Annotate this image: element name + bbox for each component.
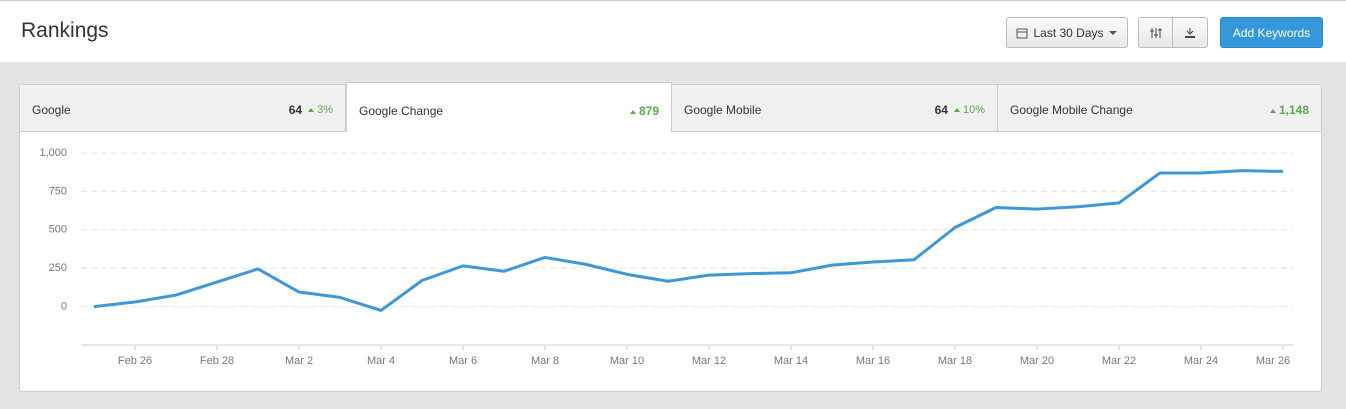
tab-label: Google <box>32 103 71 117</box>
x-tick-label: Mar 18 <box>938 355 972 367</box>
line-series <box>93 169 1284 312</box>
x-tick-label: Mar 20 <box>1020 355 1054 367</box>
date-range-button[interactable]: Last 30 Days <box>1006 17 1128 48</box>
tab[interactable]: Google Mobile Change 1,148 <box>998 85 1321 132</box>
settings-button[interactable] <box>1138 17 1173 48</box>
x-tick-label: Mar 8 <box>531 355 559 367</box>
y-tick-label: 750 <box>49 185 67 197</box>
header: Rankings Last 30 Days Add Keywords <box>0 0 1346 62</box>
y-tick-label: 0 <box>61 301 67 313</box>
tab[interactable]: Google 64 3% <box>20 85 346 132</box>
tab-change: 10% <box>962 104 985 116</box>
add-keywords-button[interactable]: Add Keywords <box>1220 17 1323 48</box>
x-tick-label: Mar 6 <box>449 355 477 367</box>
x-tick-label: Mar 24 <box>1184 355 1218 367</box>
x-tick-label: Mar 26 <box>1256 355 1290 367</box>
x-tick-label: Mar 10 <box>610 355 644 367</box>
tab-label: Google Mobile <box>684 103 762 117</box>
chart: 1,000 750 500 250 0 Feb 26 Feb 28 Mar 2 Mar 4 Mar… <box>39 147 1293 367</box>
x-tick-label: Mar 16 <box>856 355 890 367</box>
tab-change: 879 <box>638 104 659 118</box>
y-tick-label: 1,000 <box>39 147 67 159</box>
download-button[interactable] <box>1172 17 1208 48</box>
x-tick-label: Mar 22 <box>1102 355 1136 367</box>
caret <box>1108 30 1117 35</box>
page-title: Rankings <box>21 19 109 42</box>
y-tick-label: 500 <box>49 224 67 236</box>
sliders-icon <box>1149 27 1162 38</box>
download-icon <box>1185 27 1195 38</box>
tab-change: 1,148 <box>1278 103 1309 117</box>
x-tick-label: Mar 14 <box>774 355 808 367</box>
tab-label: Google Mobile Change <box>1010 103 1133 117</box>
y-tick-label: 250 <box>49 262 67 274</box>
rankings-card: Google 64 3% Google Change 879 Google Mob… <box>19 82 1322 392</box>
calendar-icon <box>1016 28 1028 38</box>
tab-label: Google Change <box>359 104 444 118</box>
tab[interactable]: Google Mobile 64 10% <box>672 85 998 132</box>
tab-value: 64 <box>288 103 303 117</box>
tab-value: 64 <box>934 103 948 117</box>
tab-active[interactable]: Google Change 879 <box>346 82 672 132</box>
tab-change: 3% <box>317 104 333 116</box>
x-tick-label: Mar 2 <box>285 355 313 367</box>
x-tick-label: Feb 28 <box>200 355 234 367</box>
date-range-label: Last 30 Days <box>1033 25 1104 40</box>
x-tick-label: Feb 26 <box>118 355 152 367</box>
x-tick-label: Mar 12 <box>692 355 726 367</box>
x-tick-label: Mar 4 <box>367 355 395 367</box>
